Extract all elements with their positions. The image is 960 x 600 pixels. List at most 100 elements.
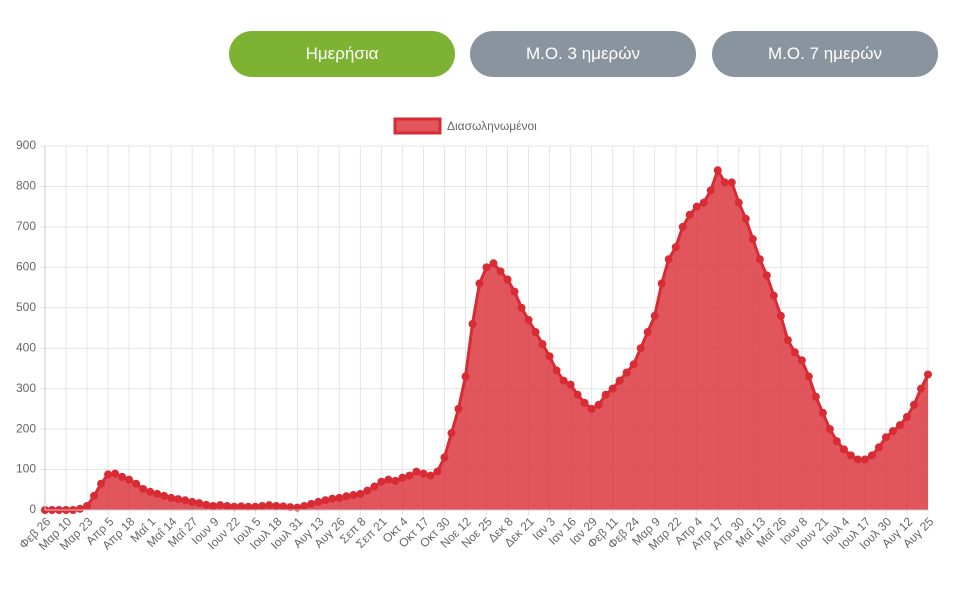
y-tick-label: 0	[29, 502, 36, 516]
point	[125, 475, 134, 484]
point	[510, 287, 519, 296]
point	[475, 279, 484, 288]
avg3-button[interactable]: Μ.Ο. 3 ημερών	[470, 31, 696, 77]
point	[657, 279, 666, 288]
point	[797, 356, 806, 365]
point	[769, 291, 778, 300]
y-tick-label: 800	[16, 179, 36, 193]
point	[748, 235, 757, 244]
point	[706, 186, 715, 195]
point	[258, 501, 267, 510]
point	[167, 493, 176, 502]
point	[692, 202, 701, 211]
point	[517, 303, 526, 312]
avg7-button[interactable]: Μ.Ο. 7 ημερών	[712, 31, 938, 77]
point	[83, 501, 92, 510]
point	[818, 408, 827, 417]
point	[545, 352, 554, 361]
point	[195, 499, 204, 508]
legend-label: Διασωληνωμένοι	[447, 119, 537, 133]
point	[342, 492, 351, 501]
point	[349, 491, 358, 500]
point	[720, 178, 729, 187]
point	[433, 467, 442, 476]
daily-button[interactable]: Ημερήσια	[229, 31, 455, 77]
point	[286, 503, 295, 512]
point	[328, 494, 337, 503]
point	[97, 479, 106, 488]
point	[237, 502, 246, 511]
point	[216, 501, 225, 510]
point	[482, 263, 491, 272]
point	[531, 328, 540, 337]
point	[244, 502, 253, 511]
point	[524, 315, 533, 324]
point	[307, 499, 316, 508]
point	[783, 336, 792, 345]
point	[412, 467, 421, 476]
point	[790, 348, 799, 357]
point	[230, 502, 239, 511]
point	[860, 455, 869, 464]
point	[825, 425, 834, 434]
point	[153, 489, 162, 498]
point	[895, 421, 904, 430]
point	[272, 501, 281, 510]
point	[734, 198, 743, 207]
point	[104, 470, 113, 479]
point	[924, 370, 932, 379]
y-tick-label: 600	[16, 260, 36, 274]
point	[496, 267, 505, 276]
point	[559, 376, 568, 385]
y-tick-label: 200	[16, 421, 36, 435]
point	[685, 210, 694, 219]
y-tick-label: 700	[16, 219, 36, 233]
legend-swatch	[393, 117, 442, 135]
point	[454, 404, 463, 413]
point	[650, 311, 659, 320]
point	[811, 392, 820, 401]
point	[594, 400, 603, 409]
point	[622, 368, 631, 377]
point	[874, 443, 883, 452]
y-tick-label: 900	[16, 138, 36, 152]
point	[888, 427, 897, 436]
point	[608, 384, 617, 393]
point	[762, 271, 771, 280]
point	[251, 502, 260, 511]
point	[335, 493, 344, 502]
point	[265, 501, 274, 510]
point	[160, 491, 169, 500]
area	[45, 170, 928, 510]
point	[489, 259, 498, 268]
point	[321, 496, 330, 505]
point	[391, 476, 400, 485]
y-tick-label: 500	[16, 300, 36, 314]
point	[832, 437, 841, 446]
y-tick-label: 100	[16, 462, 36, 476]
point	[615, 376, 624, 385]
point	[398, 473, 407, 482]
point	[90, 491, 99, 500]
point	[419, 469, 428, 478]
point	[643, 328, 652, 337]
point	[573, 390, 582, 399]
point	[363, 486, 372, 495]
point	[118, 472, 127, 481]
point	[713, 166, 722, 175]
point	[671, 243, 680, 252]
point	[447, 429, 456, 438]
point	[468, 319, 477, 328]
point	[146, 487, 155, 496]
point	[601, 390, 610, 399]
point	[76, 504, 85, 513]
point	[538, 340, 547, 349]
point	[314, 497, 323, 506]
point	[839, 445, 848, 454]
point	[853, 455, 862, 464]
point	[909, 400, 918, 409]
point	[174, 495, 183, 504]
point	[566, 380, 575, 389]
point	[132, 479, 141, 488]
